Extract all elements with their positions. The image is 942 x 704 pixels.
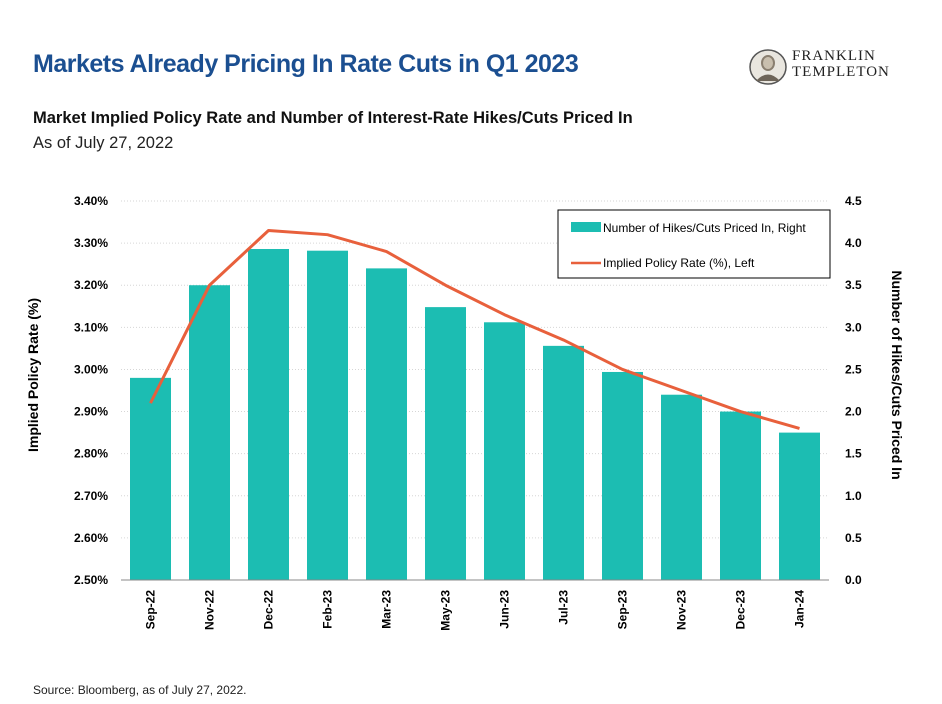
- bar: [484, 322, 525, 580]
- x-tick-label: Jul-23: [557, 590, 571, 625]
- x-tick-label: Jun-23: [498, 590, 512, 629]
- x-tick-label: Sep-23: [616, 590, 630, 630]
- right-tick-label: 3.0: [845, 320, 862, 334]
- grid-lines: [121, 200, 829, 539]
- right-tick-label: 2.5: [845, 362, 862, 376]
- x-tick-label: Sep-22: [144, 590, 158, 630]
- right-tick-label: 0.5: [845, 531, 862, 545]
- left-tick-label: 2.90%: [74, 405, 108, 419]
- legend-label-line: Implied Policy Rate (%), Left: [603, 256, 755, 270]
- x-tick-label: Mar-23: [380, 590, 394, 629]
- bar: [602, 371, 643, 580]
- bar: [543, 345, 584, 580]
- left-tick-label: 3.30%: [74, 236, 108, 250]
- left-tick-label: 3.20%: [74, 278, 108, 292]
- left-tick-label: 2.60%: [74, 531, 108, 545]
- right-tick-label: 0.0: [845, 573, 862, 587]
- right-axis-label: Number of Hikes/Cuts Priced In: [889, 270, 905, 479]
- right-tick-label: 4.0: [845, 236, 862, 250]
- left-tick-label: 3.40%: [74, 194, 108, 208]
- bar: [720, 411, 761, 580]
- right-tick-label: 3.5: [845, 278, 862, 292]
- right-tick-label: 1.0: [845, 489, 862, 503]
- left-tick-label: 2.80%: [74, 447, 108, 461]
- legend: Number of Hikes/Cuts Priced In, Right Im…: [557, 209, 831, 279]
- right-tick-label: 1.5: [845, 447, 862, 461]
- left-tick-label: 2.50%: [74, 573, 108, 587]
- logo-line-1: FRANKLIN: [792, 48, 876, 64]
- left-tick-label: 2.70%: [74, 489, 108, 503]
- legend-label-bar: Number of Hikes/Cuts Priced In, Right: [603, 221, 806, 235]
- legend-box: [557, 209, 831, 279]
- policy-rate-line: [149, 228, 800, 430]
- bar: [661, 394, 702, 580]
- right-tick-label: 2.0: [845, 405, 862, 419]
- chart-title: Market Implied Policy Rate and Number of…: [33, 109, 633, 127]
- right-tick-label: 4.5: [845, 194, 862, 208]
- chart-subtitle: As of July 27, 2022: [33, 134, 174, 152]
- right-axis-ticks: 0.0 0.5 1.0 1.5 2.0 2.5 3.0 3.5 4.0 4.5: [845, 194, 862, 587]
- line-series: [149, 228, 800, 430]
- left-tick-label: 3.00%: [74, 362, 108, 376]
- bar-series: [130, 249, 820, 581]
- bar: [425, 307, 466, 580]
- x-tick-label: Dec-23: [734, 590, 748, 630]
- x-tick-label: Nov-23: [675, 590, 689, 630]
- left-tick-label: 3.10%: [74, 320, 108, 334]
- x-tick-label: Dec-22: [262, 590, 276, 630]
- combo-chart: 2.50% 2.60% 2.70% 2.80% 2.90% 3.00% 3.10% 3.20%…: [25, 194, 905, 631]
- left-axis-ticks: 2.50% 2.60% 2.70% 2.80% 2.90% 3.00% 3.10% 3.20%…: [74, 194, 108, 587]
- x-tick-label: Nov-22: [203, 590, 217, 630]
- portrait-icon: [749, 49, 787, 85]
- bar: [366, 268, 407, 580]
- bar: [189, 285, 230, 580]
- source-note: Source: Bloomberg, as of July 27, 2022.: [33, 683, 247, 697]
- franklin-templeton-logo: FRANKLIN TEMPLETON: [748, 48, 913, 86]
- legend-swatch-bar: [571, 222, 601, 232]
- bar: [307, 250, 348, 580]
- page-title: Markets Already Pricing In Rate Cuts in …: [33, 50, 579, 78]
- x-tick-label: Feb-23: [321, 590, 335, 629]
- x-tick-label: May-23: [439, 590, 453, 631]
- x-axis-ticks: Sep-22 Nov-22 Dec-22 Feb-23 Mar-23 May-23 Jun-…: [144, 590, 807, 631]
- logo-line-2: TEMPLETON: [792, 64, 890, 80]
- bar: [248, 249, 289, 581]
- x-tick-label: Jan-24: [793, 590, 807, 628]
- bar: [779, 432, 820, 580]
- bar: [130, 377, 171, 580]
- left-axis-label: Implied Policy Rate (%): [25, 298, 41, 452]
